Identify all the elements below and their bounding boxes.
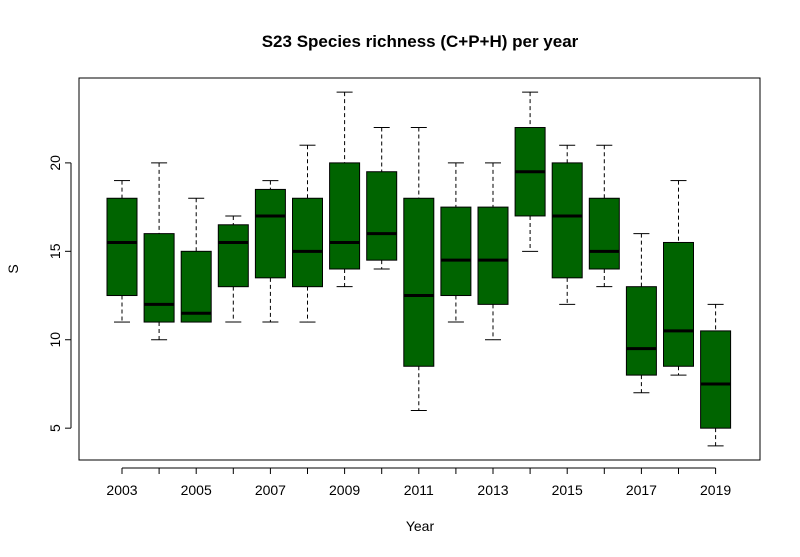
box-2013 — [477, 162, 509, 341]
x-tick-label: 2019 — [700, 482, 731, 498]
iqr-box — [217, 224, 249, 288]
x-tick-label: 2003 — [106, 482, 137, 498]
iqr-box — [700, 330, 732, 429]
box-2018 — [663, 180, 694, 376]
box-2019 — [700, 303, 732, 447]
x-tick-label: 2011 — [404, 482, 434, 498]
box-2017 — [625, 233, 657, 394]
x-tick-label: 2007 — [255, 482, 286, 498]
box-2016 — [588, 144, 620, 288]
iqr-box — [588, 197, 620, 270]
box-2003 — [106, 180, 138, 323]
box-2005 — [180, 197, 212, 323]
iqr-box — [180, 250, 212, 323]
y-axis: 5 10 15 20 — [47, 155, 72, 432]
iqr-box — [254, 188, 286, 279]
iqr-box — [625, 286, 657, 376]
x-axis-label: Year — [406, 518, 435, 534]
box-2006 — [217, 215, 249, 323]
x-tick-label: 2005 — [181, 482, 212, 498]
iqr-box — [329, 162, 361, 270]
boxes-group — [106, 91, 732, 447]
x-axis: 2003 2005 2007 2009 2011 2013 2015 2017 2019 — [106, 467, 731, 498]
y-tick-label: 20 — [47, 155, 63, 171]
x-tick-label: 2009 — [329, 482, 360, 498]
iqr-box — [106, 197, 138, 297]
box-2008 — [292, 144, 323, 323]
iqr-box — [551, 162, 583, 279]
iqr-box — [663, 241, 694, 367]
box-2007 — [254, 180, 286, 323]
iqr-box — [292, 197, 323, 288]
box-2011 — [403, 127, 435, 411]
iqr-box — [366, 171, 398, 261]
iqr-box — [143, 233, 175, 323]
chart-title: S23 Species richness (C+P+H) per year — [262, 32, 579, 51]
box-2004 — [143, 162, 175, 341]
iqr-box — [440, 206, 472, 297]
y-tick-label: 5 — [47, 424, 63, 432]
box-2010 — [366, 127, 398, 270]
y-tick-label: 10 — [47, 332, 63, 348]
box-2009 — [329, 91, 361, 288]
box-2015 — [551, 144, 583, 305]
x-tick-label: 2017 — [626, 482, 657, 498]
box-2012 — [440, 162, 472, 323]
plot-frame — [78, 77, 761, 461]
iqr-box — [477, 206, 509, 305]
box-2014 — [514, 91, 546, 252]
x-tick-label: 2013 — [477, 482, 508, 498]
y-tick-label: 15 — [47, 243, 63, 259]
iqr-box — [403, 197, 435, 367]
y-axis-label: S — [5, 264, 21, 273]
x-tick-label: 2015 — [552, 482, 583, 498]
